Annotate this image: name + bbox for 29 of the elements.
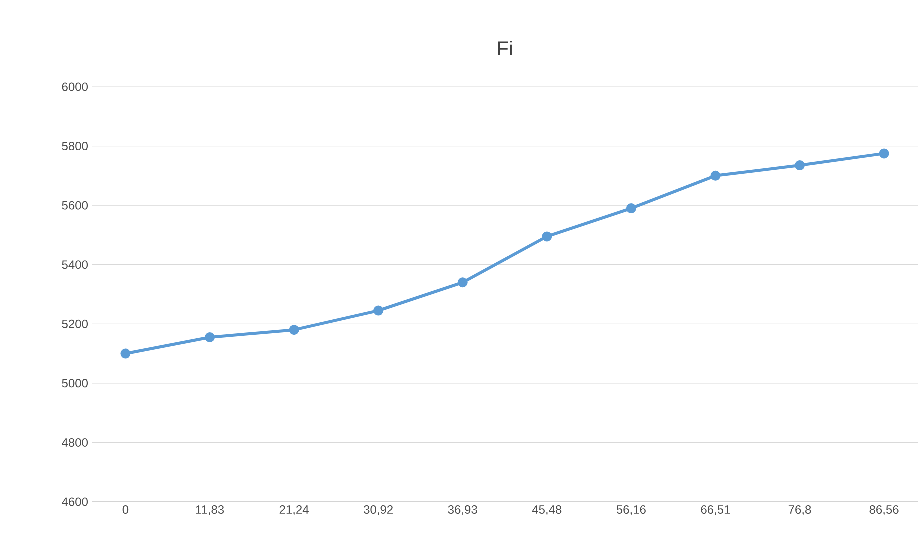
x-tick-label: 30,92 — [364, 506, 393, 516]
point — [458, 278, 468, 288]
y-tick-label: 6000 — [62, 82, 88, 92]
point — [289, 325, 300, 336]
y-tick-label: 5400 — [62, 260, 88, 270]
x-tick-label: 66,51 — [701, 506, 730, 516]
y-tick-label: 5200 — [62, 320, 88, 328]
y-tick-label: 5800 — [62, 142, 88, 151]
x-tick-label: 0 — [122, 506, 129, 514]
point — [205, 332, 215, 342]
y-tick-label: 4600 — [62, 498, 88, 506]
point — [374, 306, 384, 316]
point — [120, 348, 131, 359]
x-tick-label: 76,8 — [788, 506, 812, 516]
x-tick-label: 86,56 — [870, 506, 899, 516]
x-tick-label: 11,83 — [196, 506, 224, 516]
point — [542, 232, 552, 242]
x-tick-label: 45,48 — [532, 506, 562, 516]
x-tick-label: 56,16 — [616, 506, 646, 516]
chart-title: Fi — [498, 40, 512, 56]
y-tick-label: 5600 — [62, 201, 88, 210]
point — [710, 170, 721, 181]
x-tick-label: 36,93 — [448, 506, 478, 516]
x-tick-label: 21,24 — [280, 506, 309, 516]
point — [795, 160, 805, 171]
y-tick-label: 4800 — [62, 438, 88, 447]
point — [626, 204, 636, 214]
y-tick-label: 5000 — [62, 379, 88, 388]
point — [879, 148, 890, 159]
